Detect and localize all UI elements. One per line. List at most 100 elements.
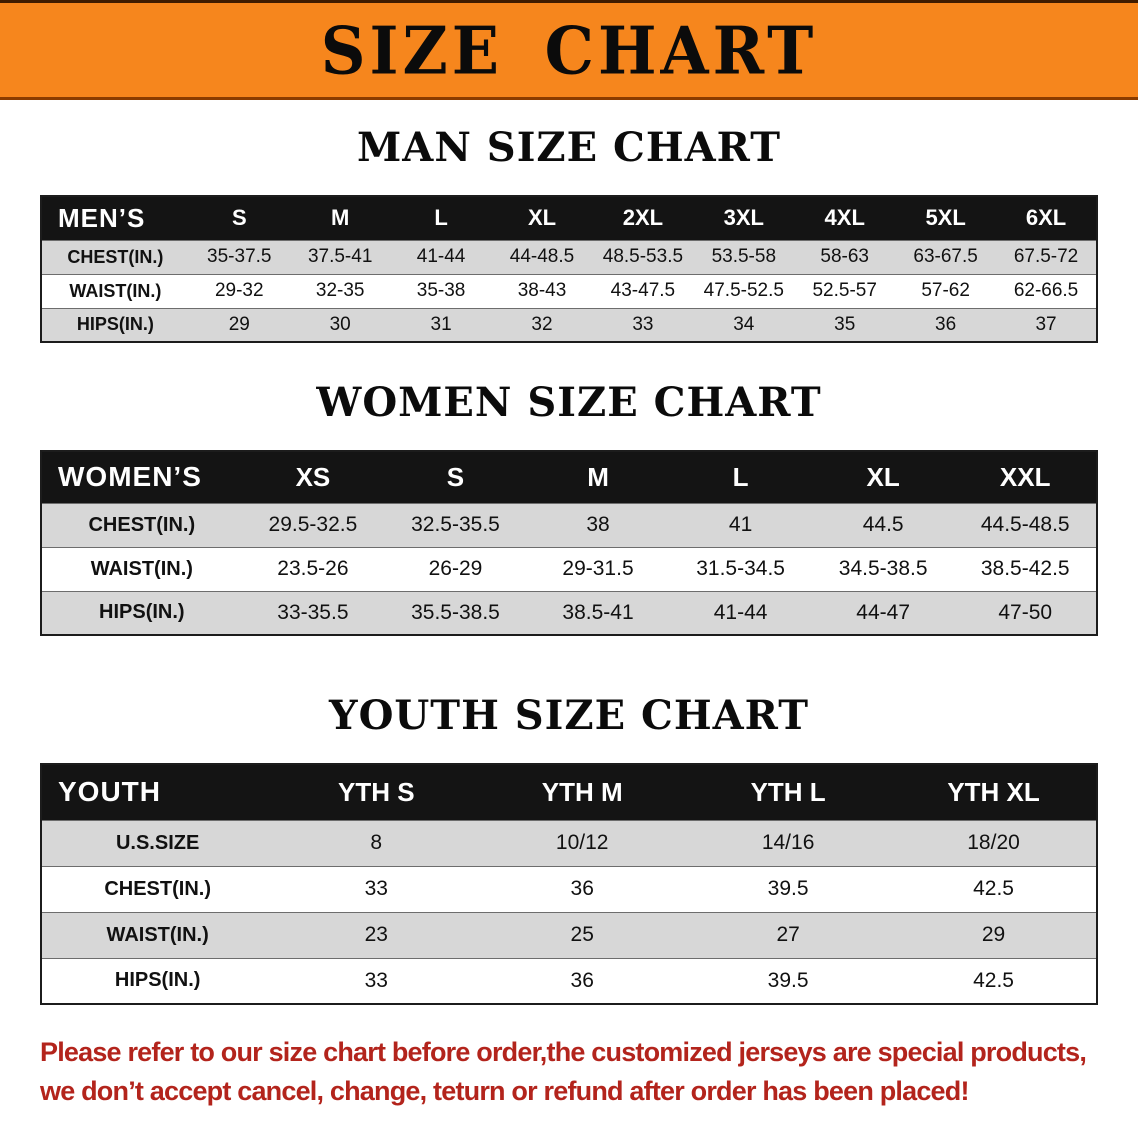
banner: SIZE CHART: [0, 0, 1138, 100]
table-cell: 25: [479, 911, 686, 958]
table-title: WOMEN’S: [41, 451, 242, 503]
header-row: MEN’S S M L XL 2XL 3XL 4XL 5XL 6XL: [41, 196, 1097, 240]
table-cell: 39.5: [685, 957, 892, 1004]
column-header: M: [526, 451, 670, 503]
header-row: WOMEN’S XS S M L XL XXL: [41, 451, 1097, 503]
table-cell: 44.5: [811, 502, 955, 547]
table-cell: 10/12: [479, 819, 686, 866]
table-cell: 32: [491, 307, 593, 342]
table-cell: 39.5: [685, 865, 892, 912]
table-cell: 38: [526, 502, 670, 547]
table-cell: 33: [273, 865, 480, 912]
table-cell: 35-37.5: [188, 239, 290, 274]
table-cell: 32-35: [289, 273, 391, 308]
column-header: XS: [241, 451, 385, 503]
table-row: HIPS(IN.) 33-35.5 35.5-38.5 38.5-41 41-44 44-…: [41, 590, 1097, 635]
table-cell: 14/16: [685, 819, 892, 866]
disclaimer-line: Please refer to our size chart before or…: [40, 1037, 1087, 1067]
row-label: HIPS(IN.): [41, 590, 242, 635]
table-cell: 48.5-53.5: [592, 239, 694, 274]
table-cell: 38-43: [491, 273, 593, 308]
column-header: YTH XL: [891, 764, 1097, 820]
column-header: 4XL: [794, 196, 896, 240]
row-label: WAIST(IN.): [41, 911, 274, 958]
table-cell: 31.5-34.5: [669, 546, 812, 591]
table-cell: 36: [895, 307, 997, 342]
table-row: CHEST(IN.) 29.5-32.5 32.5-35.5 38 41 44.5 44.5…: [41, 502, 1097, 547]
table-cell: 63-67.5: [895, 239, 997, 274]
column-header: L: [669, 451, 812, 503]
row-label: WAIST(IN.): [41, 546, 242, 591]
column-header: 2XL: [592, 196, 694, 240]
table-cell: 47-50: [954, 590, 1097, 635]
man-size-chart-heading: MAN SIZE CHART: [357, 124, 781, 171]
table-cell: 58-63: [794, 239, 896, 274]
table-cell: 31: [390, 307, 492, 342]
table-cell: 36: [479, 865, 686, 912]
table-cell: 38.5-42.5: [954, 546, 1097, 591]
column-header: S: [188, 196, 290, 240]
table-cell: 44.5-48.5: [954, 502, 1097, 547]
table-cell: 30: [289, 307, 391, 342]
table-cell: 35.5-38.5: [384, 590, 527, 635]
table-cell: 41-44: [390, 239, 492, 274]
youth-size-chart-heading: YOUTH SIZE CHART: [329, 692, 809, 739]
table-cell: 43-47.5: [592, 273, 694, 308]
page-title: SIZE CHART: [320, 11, 818, 89]
table-cell: 23: [273, 911, 480, 958]
table-row: WAIST(IN.) 23 25 27 29: [41, 911, 1097, 958]
table-cell: 41: [669, 502, 812, 547]
table-cell: 29: [188, 307, 290, 342]
column-header: YTH L: [685, 764, 892, 820]
table-row: CHEST(IN.) 33 36 39.5 42.5: [41, 865, 1097, 912]
row-label: HIPS(IN.): [41, 957, 274, 1004]
column-header: M: [289, 196, 391, 240]
table-title: MEN’S: [41, 196, 189, 240]
table-title: YOUTH: [41, 764, 274, 820]
youth-size-table: YOUTH YTH S YTH M YTH L YTH XL U.S.SIZE 8 10/12…: [40, 763, 1098, 1005]
column-header: YTH M: [479, 764, 686, 820]
column-header: XL: [811, 451, 955, 503]
table-cell: 36: [479, 957, 686, 1004]
column-header: XL: [491, 196, 593, 240]
column-header: L: [390, 196, 492, 240]
table-row: WAIST(IN.) 29-32 32-35 35-38 38-43 43-47.5 47.…: [41, 273, 1097, 308]
table-cell: 44-48.5: [491, 239, 593, 274]
column-header: 3XL: [693, 196, 795, 240]
table-cell: 52.5-57: [794, 273, 896, 308]
row-label: CHEST(IN.): [41, 502, 242, 547]
table-cell: 41-44: [669, 590, 812, 635]
women-size-chart-heading: WOMEN SIZE CHART: [316, 379, 822, 426]
table-cell: 42.5: [891, 865, 1097, 912]
table-cell: 38.5-41: [526, 590, 670, 635]
column-header: S: [384, 451, 527, 503]
column-header: 6XL: [996, 196, 1097, 240]
table-cell: 44-47: [811, 590, 955, 635]
table-cell: 53.5-58: [693, 239, 795, 274]
table-cell: 42.5: [891, 957, 1097, 1004]
table-cell: 62-66.5: [996, 273, 1097, 308]
table-cell: 29.5-32.5: [241, 502, 385, 547]
table-cell: 34: [693, 307, 795, 342]
table-cell: 34.5-38.5: [811, 546, 955, 591]
table-cell: 57-62: [895, 273, 997, 308]
table-row: HIPS(IN.) 33 36 39.5 42.5: [41, 957, 1097, 1004]
table-cell: 37: [996, 307, 1097, 342]
table-cell: 29: [891, 911, 1097, 958]
row-label: CHEST(IN.): [41, 865, 274, 912]
table-cell: 35-38: [390, 273, 492, 308]
row-label: WAIST(IN.): [41, 273, 189, 308]
table-row: CHEST(IN.) 35-37.5 37.5-41 41-44 44-48.5 48.5…: [41, 239, 1097, 274]
column-header: XXL: [954, 451, 1097, 503]
disclaimer-line: we don’t accept cancel, change, teturn o…: [40, 1076, 969, 1107]
table-cell: 32.5-35.5: [384, 502, 527, 547]
header-row: YOUTH YTH S YTH M YTH L YTH XL: [41, 764, 1097, 820]
table-cell: 47.5-52.5: [693, 273, 795, 308]
table-cell: 35: [794, 307, 896, 342]
table-cell: 33: [592, 307, 694, 342]
table-cell: 33: [273, 957, 480, 1004]
table-cell: 37.5-41: [289, 239, 391, 274]
row-label: CHEST(IN.): [41, 239, 189, 274]
row-label: HIPS(IN.): [41, 307, 189, 342]
